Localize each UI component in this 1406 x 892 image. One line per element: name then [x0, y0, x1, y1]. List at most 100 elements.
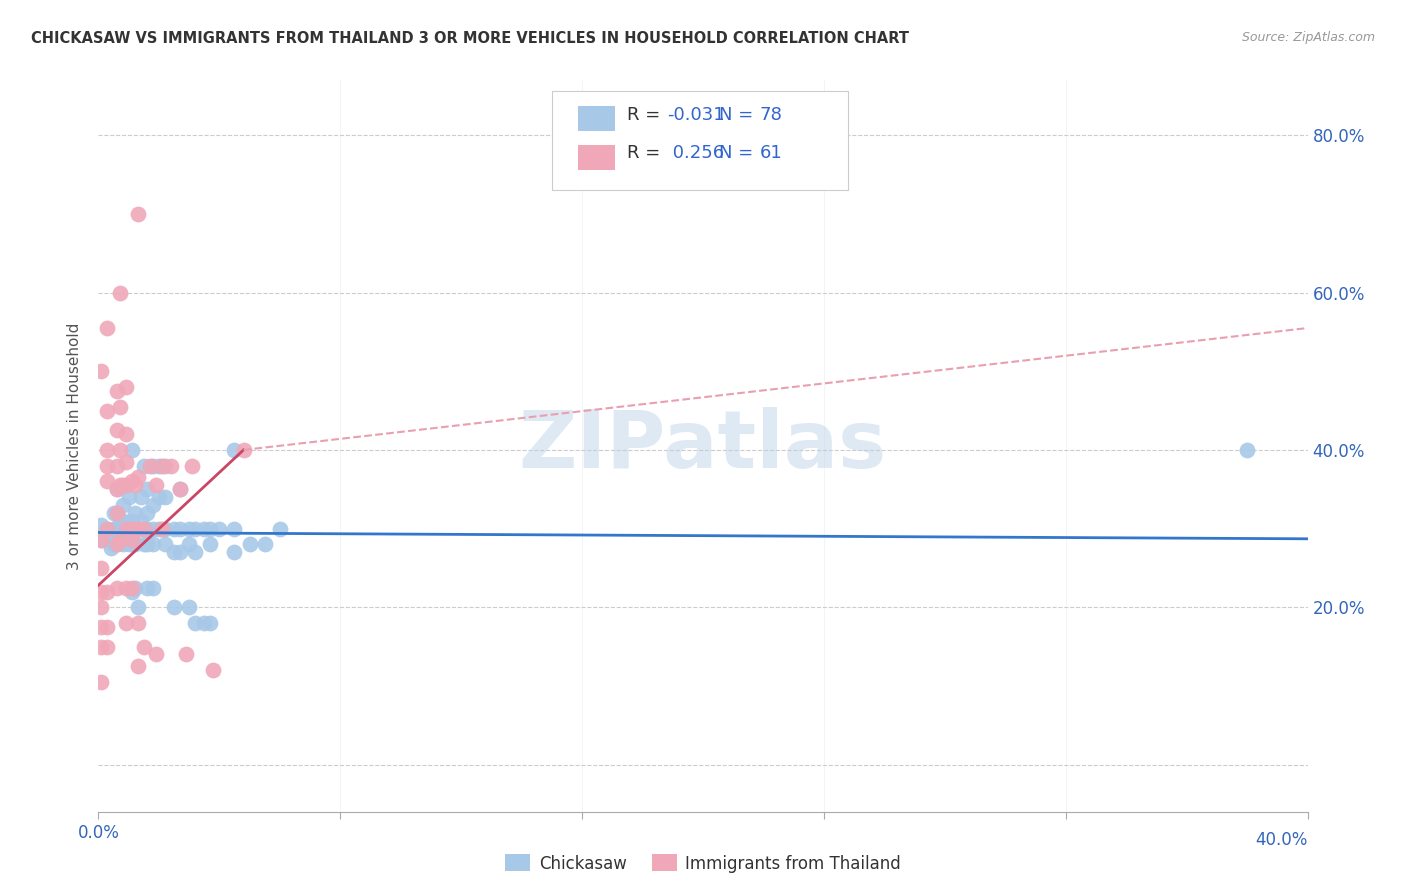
Point: [193, 615, 215, 630]
Point: [132, 537, 155, 551]
Point: [121, 533, 143, 548]
Point: [111, 478, 134, 492]
Point: [108, 285, 131, 300]
Point: [100, 541, 122, 556]
FancyBboxPatch shape: [551, 91, 848, 190]
Point: [114, 478, 136, 492]
Point: [127, 470, 149, 484]
Point: [90, 675, 112, 690]
Point: [169, 482, 191, 496]
Point: [145, 648, 167, 662]
Text: Source: ZipAtlas.com: Source: ZipAtlas.com: [1241, 31, 1375, 45]
Point: [124, 478, 146, 492]
Point: [232, 442, 254, 457]
Point: [163, 600, 186, 615]
Point: [96, 620, 118, 634]
Point: [150, 458, 173, 473]
Point: [132, 522, 155, 536]
Point: [129, 490, 152, 504]
Point: [105, 522, 128, 536]
Point: [139, 458, 162, 473]
Text: R =: R =: [627, 105, 666, 124]
Point: [160, 458, 183, 473]
Point: [142, 522, 165, 536]
Point: [111, 537, 134, 551]
Point: [153, 490, 176, 504]
Point: [184, 522, 207, 536]
Point: [96, 584, 118, 599]
Point: [184, 545, 207, 559]
Point: [100, 525, 122, 540]
Point: [153, 522, 176, 536]
Point: [96, 321, 118, 335]
Point: [105, 423, 128, 437]
Point: [105, 384, 128, 398]
Point: [103, 506, 125, 520]
Point: [200, 537, 222, 551]
Point: [118, 490, 141, 504]
Point: [114, 581, 136, 595]
Point: [103, 537, 125, 551]
Point: [184, 615, 207, 630]
Text: 61: 61: [759, 145, 783, 162]
Point: [129, 514, 152, 528]
Point: [114, 522, 136, 536]
Point: [269, 522, 291, 536]
Point: [108, 529, 131, 543]
Point: [135, 506, 157, 520]
Point: [105, 482, 128, 496]
Point: [114, 427, 136, 442]
Point: [90, 561, 112, 575]
Text: N =: N =: [718, 105, 759, 124]
Point: [135, 522, 157, 536]
Point: [153, 537, 176, 551]
Point: [124, 506, 146, 520]
Point: [124, 581, 146, 595]
Point: [118, 522, 141, 536]
Point: [132, 640, 155, 654]
Point: [148, 490, 170, 504]
Text: N =: N =: [718, 145, 759, 162]
Text: R =: R =: [627, 145, 666, 162]
Bar: [578, 145, 614, 170]
Point: [202, 663, 225, 677]
Point: [90, 364, 112, 378]
Text: 78: 78: [759, 105, 783, 124]
Point: [150, 522, 173, 536]
Point: [90, 620, 112, 634]
Point: [193, 522, 215, 536]
Point: [105, 581, 128, 595]
Point: [135, 537, 157, 551]
Point: [179, 600, 201, 615]
Point: [253, 537, 276, 551]
Point: [142, 581, 165, 595]
Point: [124, 537, 146, 551]
Point: [105, 506, 128, 520]
Point: [96, 442, 118, 457]
Point: [111, 522, 134, 536]
Point: [153, 458, 176, 473]
Point: [105, 537, 128, 551]
Point: [96, 475, 118, 489]
Point: [111, 498, 134, 512]
Point: [127, 600, 149, 615]
Point: [148, 522, 170, 536]
Point: [127, 615, 149, 630]
Point: [163, 522, 186, 536]
Point: [121, 522, 143, 536]
Point: [114, 455, 136, 469]
Point: [132, 522, 155, 536]
Point: [224, 442, 246, 457]
Point: [124, 522, 146, 536]
Point: [121, 581, 143, 595]
Point: [127, 207, 149, 221]
Point: [179, 522, 201, 536]
Point: [127, 659, 149, 673]
Point: [169, 482, 191, 496]
Point: [96, 403, 118, 417]
Point: [108, 514, 131, 528]
Point: [200, 615, 222, 630]
Point: [96, 458, 118, 473]
Point: [108, 400, 131, 414]
Point: [96, 522, 118, 536]
